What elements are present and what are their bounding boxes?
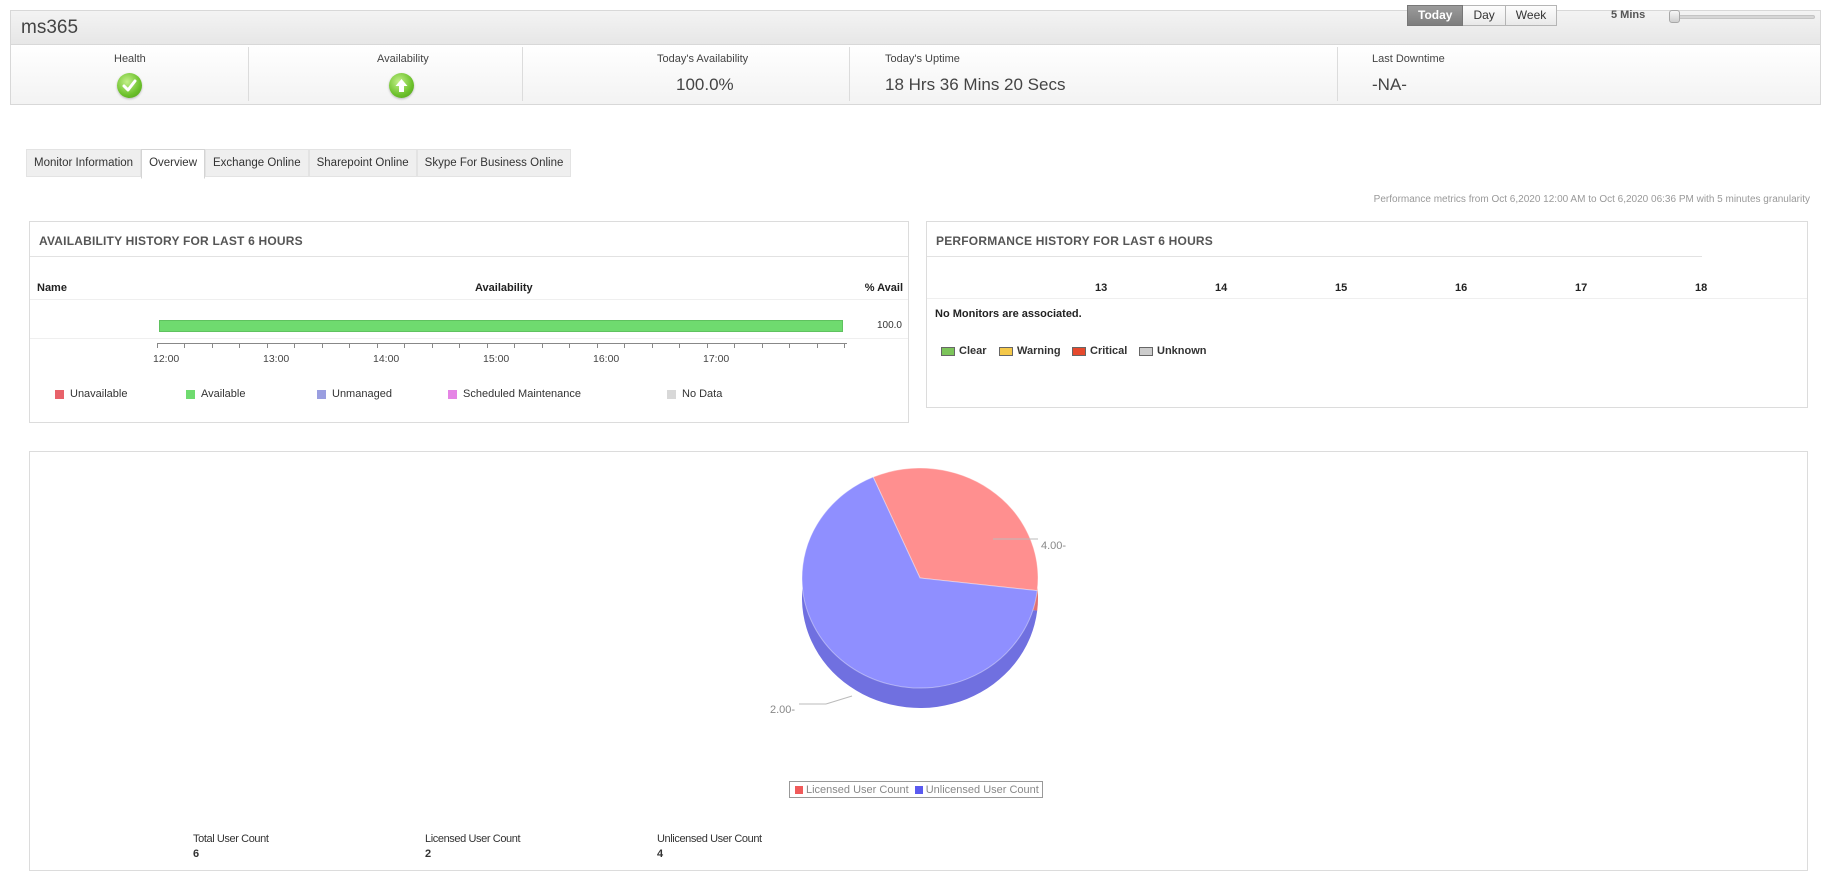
period-day-button[interactable]: Day [1463,5,1506,26]
performance-panel-title: PERFORMANCE HISTORY FOR LAST 6 HOURS [936,234,1214,248]
total-user-count-label: Total User Count [193,833,269,845]
period-week-button[interactable]: Week [1505,5,1558,26]
legend-critical: Critical [1072,345,1127,357]
performance-metrics-note: Performance metrics from Oct 6,2020 12:0… [1373,194,1810,205]
monitor-title: ms365 [21,17,79,38]
performance-history-panel: PERFORMANCE HISTORY FOR LAST 6 HOURS 13 … [926,221,1808,408]
legend-unlicensed-user-count: Unlicensed User Count [925,783,1039,796]
unlicensed-user-count-label: Unlicensed User Count [657,833,762,845]
availability-bar[interactable] [159,320,843,332]
pie-legend: Licensed User Count Unlicensed User Coun… [789,781,1043,798]
pie-slice-unlicensed[interactable] [801,476,1038,689]
unlicensed-user-count-value: 4 [657,848,664,860]
time-label: 13:00 [263,353,290,365]
column-percent-avail-header: % Avail [864,282,903,294]
legend-licensed-user-count: Licensed User Count [806,783,909,796]
availability-history-panel: AVAILABILITY HISTORY FOR LAST 6 HOURS Na… [29,221,909,423]
legend-no-data: No Data [667,388,722,400]
time-axis [157,343,847,344]
legend-warning: Warning [999,345,1061,357]
time-label: 15:00 [483,353,510,365]
summary-row: Health Availability Today's Availability… [10,45,1821,105]
monitor-tabs: Monitor Information Overview Exchange On… [26,149,572,179]
pie-value-label-licensed: 2.00- [770,704,796,716]
poll-interval-label: 5 Mins [1611,9,1646,21]
poll-interval-slider[interactable] [1673,15,1815,19]
slider-handle[interactable] [1669,10,1680,23]
legend-unknown: Unknown [1139,345,1207,357]
health-label: Health [114,53,146,65]
tab-skype-for-business-online[interactable]: Skype For Business Online [416,149,572,177]
period-selector: Today Day Week [1407,5,1558,26]
hour-label: 14 [1215,282,1228,294]
user-details-panel: USER DETAILS 4.00- 2.00- Licensed User C… [29,451,1808,871]
last-downtime-value: -NA- [1372,75,1407,94]
hour-label: 16 [1455,282,1468,294]
todays-uptime-value: 18 Hrs 36 Mins 20 Secs [885,75,1066,94]
pie-value-label-unlicensed: 4.00- [1041,540,1067,552]
time-label: 17:00 [703,353,730,365]
time-label: 16:00 [593,353,620,365]
legend-unmanaged: Unmanaged [317,388,392,400]
legend-available: Available [186,388,245,400]
tab-exchange-online[interactable]: Exchange Online [205,149,309,177]
tab-sharepoint-online[interactable]: Sharepoint Online [308,149,417,177]
total-user-count-value: 6 [193,848,200,860]
time-label: 12:00 [153,353,180,365]
licensed-user-count-value: 2 [425,848,432,860]
column-availability-header: Availability [475,282,533,294]
legend-scheduled-maintenance: Scheduled Maintenance [448,388,581,400]
legend-clear: Clear [941,345,987,357]
todays-uptime-label: Today's Uptime [885,53,960,65]
tab-monitor-information[interactable]: Monitor Information [26,149,142,177]
hour-label: 15 [1335,282,1348,294]
availability-panel-title: AVAILABILITY HISTORY FOR LAST 6 HOURS [39,234,303,248]
column-name-header: Name [37,282,67,294]
user-details-pie-chart [799,467,1039,708]
todays-availability-label: Today's Availability [657,53,749,65]
hour-label: 13 [1095,282,1108,294]
no-monitors-message: No Monitors are associated. [935,308,1082,320]
licensed-user-count-label: Licensed User Count [425,833,521,845]
time-label: 14:00 [373,353,400,365]
last-downtime-label: Last Downtime [1372,53,1445,65]
health-ok-icon [117,73,142,98]
tab-overview[interactable]: Overview [141,149,206,179]
percent-avail-value: 100.0 [876,320,902,331]
hour-label: 17 [1575,282,1588,294]
pie-slice-licensed[interactable] [872,467,1039,592]
availability-up-arrow-icon [389,73,414,98]
availability-label: Availability [377,53,429,65]
todays-availability-value: 100.0% [676,75,734,94]
legend-unavailable: Unavailable [55,388,127,400]
hour-label: 18 [1695,282,1708,294]
period-today-button[interactable]: Today [1407,5,1464,26]
